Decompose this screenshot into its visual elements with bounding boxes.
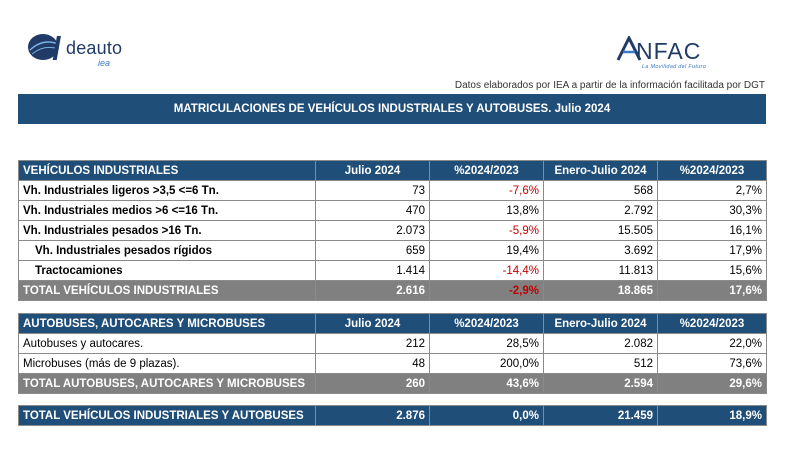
anfac-logo: NFAC La Movilidad del Futuro	[616, 36, 736, 72]
column-header: %2024/2023	[429, 313, 544, 334]
julio-value: 212	[315, 333, 430, 354]
pct-ene-jul-value: 73,6%	[657, 353, 767, 374]
pct-julio-value: 19,4%	[429, 240, 544, 261]
column-header: VEHÍCULOS INDUSTRIALES	[18, 160, 316, 181]
table-row: Vh. Industriales medios >6 <=16 Tn. 470 …	[18, 200, 767, 221]
total-pct-ene-jul-value: 17,6%	[657, 280, 767, 301]
pct-julio-value: 200,0%	[429, 353, 544, 374]
total-ene-jul-value: 2.594	[543, 373, 658, 394]
pct-julio-value: -7,6%	[429, 180, 544, 201]
source-note: Datos elaborados por IEA a partir de la …	[454, 80, 765, 91]
total-julio-value: 260	[315, 373, 430, 394]
column-header: Enero-Julio 2024	[543, 160, 658, 181]
row-label: Vh. Industriales pesados >16 Tn.	[18, 220, 316, 241]
pct-ene-jul-value: 15,6%	[657, 260, 767, 281]
row-label: Microbuses (más de 9 plazas).	[18, 353, 316, 374]
row-label: Vh. Industriales medios >6 <=16 Tn.	[18, 200, 316, 221]
grand-total-row: TOTAL VEHÍCULOS INDUSTRIALES Y AUTOBUSES…	[18, 405, 767, 426]
table-row: Vh. Industriales ligeros >3,5 <=6 Tn. 73…	[18, 180, 767, 201]
julio-value: 470	[315, 200, 430, 221]
pct-julio-value: -5,9%	[429, 220, 544, 241]
grand-total-label: TOTAL VEHÍCULOS INDUSTRIALES Y AUTOBUSES	[18, 405, 316, 426]
table-row: Vh. Industriales pesados >16 Tn. 2.073 -…	[18, 220, 767, 241]
julio-value: 659	[315, 240, 430, 261]
ene-jul-value: 568	[543, 180, 658, 201]
grand-total-pct-ene-jul-value: 18,9%	[657, 405, 767, 426]
julio-value: 73	[315, 180, 430, 201]
table-header-row: VEHÍCULOS INDUSTRIALES Julio 2024 %2024/…	[18, 160, 767, 181]
pct-ene-jul-value: 2,7%	[657, 180, 767, 201]
column-header: AUTOBUSES, AUTOCARES Y MICROBUSES	[18, 313, 316, 334]
page-title-text: MATRICULACIONES DE VEHÍCULOS INDUSTRIALE…	[173, 103, 611, 115]
ideauto-logo: deauto iea	[26, 30, 146, 68]
grand-total-pct-julio-value: 0,0%	[429, 405, 544, 426]
ene-jul-value: 512	[543, 353, 658, 374]
table-row: Tractocamiones 1.414 -14,4% 11.813 15,6%	[18, 260, 767, 281]
pct-julio-value: 28,5%	[429, 333, 544, 354]
column-header: %2024/2023	[657, 160, 767, 181]
anfac-tagline: La Movilidad del Futuro	[642, 64, 707, 70]
column-header: Julio 2024	[315, 313, 430, 334]
total-pct-julio-value: -2,9%	[429, 280, 544, 301]
ideauto-subtext: iea	[98, 58, 111, 68]
anfac-wordmark: NFAC	[636, 38, 702, 64]
pct-ene-jul-value: 17,9%	[657, 240, 767, 261]
total-label: TOTAL VEHÍCULOS INDUSTRIALES	[18, 280, 316, 301]
row-label: Autobuses y autocares.	[18, 333, 316, 354]
pct-julio-value: 13,8%	[429, 200, 544, 221]
column-header: %2024/2023	[657, 313, 767, 334]
buses-table: AUTOBUSES, AUTOCARES Y MICROBUSES Julio …	[18, 313, 767, 394]
ene-jul-value: 2.082	[543, 333, 658, 354]
total-row: TOTAL VEHÍCULOS INDUSTRIALES 2.616 -2,9%…	[18, 280, 767, 301]
table-header-row: AUTOBUSES, AUTOCARES Y MICROBUSES Julio …	[18, 313, 767, 334]
total-julio-value: 2.616	[315, 280, 430, 301]
total-pct-ene-jul-value: 29,6%	[657, 373, 767, 394]
julio-value: 48	[315, 353, 430, 374]
total-pct-julio-value: 43,6%	[429, 373, 544, 394]
pct-ene-jul-value: 16,1%	[657, 220, 767, 241]
pct-julio-value: -14,4%	[429, 260, 544, 281]
page-title: MATRICULACIONES DE VEHÍCULOS INDUSTRIALE…	[18, 94, 766, 124]
table-row: Vh. Industriales pesados rígidos 659 19,…	[18, 240, 767, 261]
pct-ene-jul-value: 22,0%	[657, 333, 767, 354]
julio-value: 1.414	[315, 260, 430, 281]
grand-total-ene-jul-value: 21.459	[543, 405, 658, 426]
ene-jul-value: 11.813	[543, 260, 658, 281]
grand-total-table: TOTAL VEHÍCULOS INDUSTRIALES Y AUTOBUSES…	[18, 405, 767, 426]
column-header: Enero-Julio 2024	[543, 313, 658, 334]
total-label: TOTAL AUTOBUSES, AUTOCARES Y MICROBUSES	[18, 373, 316, 394]
column-header: Julio 2024	[315, 160, 430, 181]
anfac-a-icon	[616, 36, 642, 61]
column-header: %2024/2023	[429, 160, 544, 181]
row-label: Vh. Industriales ligeros >3,5 <=6 Tn.	[18, 180, 316, 201]
row-label: Vh. Industriales pesados rígidos	[18, 240, 316, 261]
table-row: Autobuses y autocares. 212 28,5% 2.082 2…	[18, 333, 767, 354]
grand-total-julio-value: 2.876	[315, 405, 430, 426]
julio-value: 2.073	[315, 220, 430, 241]
pct-ene-jul-value: 30,3%	[657, 200, 767, 221]
ene-jul-value: 15.505	[543, 220, 658, 241]
industrial-vehicles-table: VEHÍCULOS INDUSTRIALES Julio 2024 %2024/…	[18, 160, 767, 301]
total-row: TOTAL AUTOBUSES, AUTOCARES Y MICROBUSES …	[18, 373, 767, 394]
total-ene-jul-value: 18.865	[543, 280, 658, 301]
ene-jul-value: 3.692	[543, 240, 658, 261]
ene-jul-value: 2.792	[543, 200, 658, 221]
row-label: Tractocamiones	[18, 260, 316, 281]
table-row: Microbuses (más de 9 plazas). 48 200,0% …	[18, 353, 767, 374]
ideauto-globe-icon	[28, 34, 61, 60]
ideauto-wordmark: deauto	[66, 38, 123, 58]
